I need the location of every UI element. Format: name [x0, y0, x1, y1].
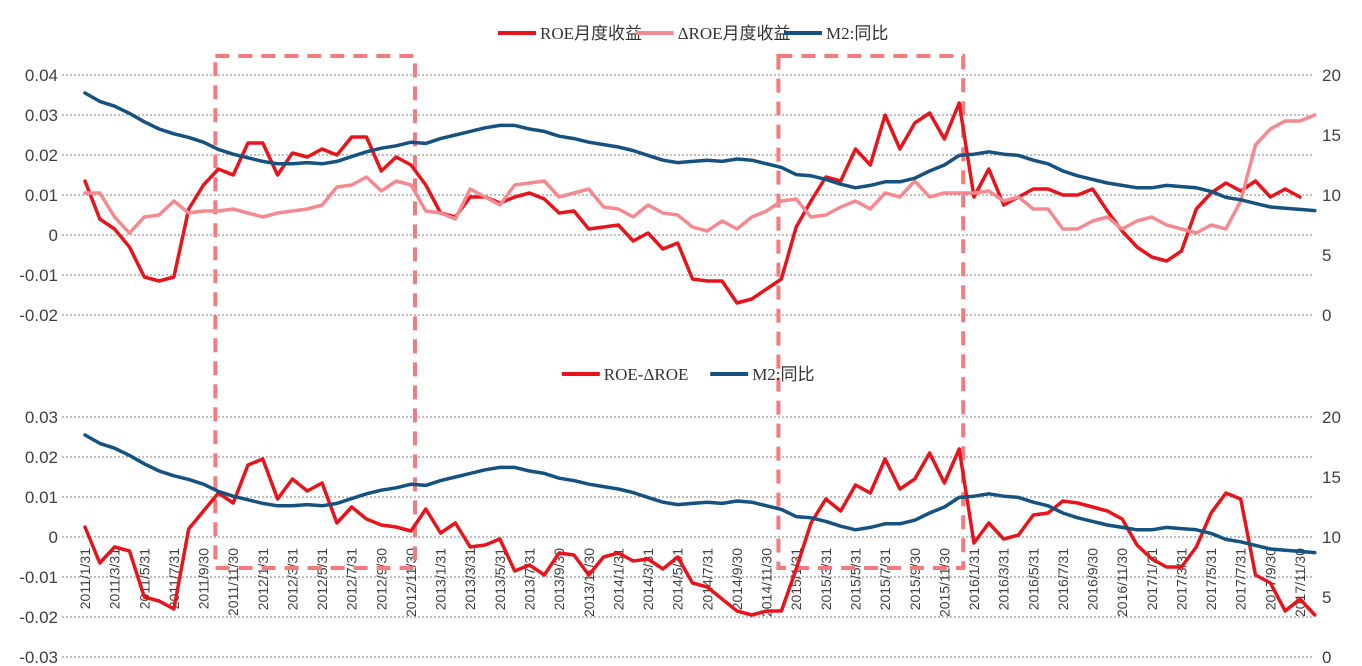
- x-tick-label: 2012/9/30: [373, 548, 389, 610]
- x-tick-label: 2013/1/31: [433, 548, 449, 610]
- x-tick-label: 2012/1/31: [255, 548, 271, 610]
- x-tick-label: 2014/11/30: [759, 548, 775, 617]
- y-right-tick-label: 0: [1322, 648, 1331, 666]
- series-lines: [83, 91, 1317, 617]
- highlight-box: [213, 54, 417, 570]
- legend-label: ROE-ΔROE: [604, 365, 689, 384]
- grid-lines: [62, 74, 1312, 658]
- y-right-tick-label: 15: [1322, 468, 1341, 487]
- y-right-tick-label: 20: [1322, 408, 1341, 427]
- y-right-tick-label: 10: [1322, 528, 1341, 547]
- x-tick-label: 2013/5/31: [492, 548, 508, 610]
- x-tick-label: 2015/3/31: [818, 548, 834, 610]
- series-line-0-0: [83, 101, 1302, 305]
- x-tick-label: 2011/11/30: [225, 548, 241, 616]
- x-tick-label: 2017/9/30: [1262, 548, 1278, 610]
- legend-label: ΔROE月度收益: [678, 24, 791, 43]
- x-tick-label: 2014/3/31: [640, 548, 656, 610]
- x-tick-label: 2011/1/31: [77, 548, 93, 609]
- y-left-tick-label: 0.02: [25, 448, 58, 467]
- x-tick-label: 2012/7/31: [344, 548, 360, 610]
- x-tick-label: 2012/5/31: [314, 548, 330, 610]
- x-tick-label: 2017/7/31: [1233, 548, 1249, 610]
- y-left-tick-label: 0.01: [25, 186, 58, 205]
- x-tick-label: 2016/9/30: [1085, 548, 1101, 610]
- x-tick-label: 2014/1/31: [610, 548, 626, 610]
- x-tick-label: 2015/1/31: [788, 548, 804, 610]
- y-left-tick-label: 0.04: [25, 66, 58, 85]
- series-line-0-1: [83, 113, 1317, 235]
- y-right-tick-label: 20: [1322, 66, 1341, 85]
- x-tick-label: 2017/11/30: [1292, 548, 1308, 617]
- x-tick-label: 2015/11/30: [936, 548, 952, 617]
- x-tick-label: 2017/5/31: [1203, 548, 1219, 610]
- x-tick-label: 2015/5/31: [848, 548, 864, 610]
- x-tick-label: 2016/1/31: [966, 548, 982, 610]
- x-tick-label: 2016/7/31: [1055, 548, 1071, 610]
- y-right-tick-label: 5: [1322, 246, 1331, 265]
- y-left-tick-label: 0.03: [25, 408, 58, 427]
- x-tick-label: 2011/9/30: [196, 548, 212, 609]
- x-tick-label: 2011/5/31: [136, 548, 152, 609]
- x-tick-label: 2015/9/30: [907, 548, 923, 610]
- x-tick-label: 2013/9/30: [551, 548, 567, 610]
- x-tick-label: 2011/3/31: [107, 548, 123, 609]
- y-left-tick-label: 0: [49, 226, 58, 245]
- x-tick-label: 2014/7/31: [699, 548, 715, 610]
- x-tick-label: 2012/11/30: [403, 548, 419, 617]
- x-tick-label: 2013/7/31: [522, 548, 538, 610]
- y-left-tick-label: 0: [49, 528, 58, 547]
- x-tick-label: 2012/3/31: [284, 548, 300, 610]
- x-tick-label: 2016/11/30: [1114, 548, 1130, 617]
- x-tick-label: 2016/3/31: [996, 548, 1012, 610]
- y-right-tick-label: 10: [1322, 186, 1341, 205]
- y-right-tick-label: 15: [1322, 126, 1341, 145]
- legend-label: M2:同比: [826, 24, 888, 43]
- x-tick-label: 2013/11/30: [581, 548, 597, 617]
- legends: ROE月度收益 ΔROE月度收益 M2:同比 ROE-ΔROE M2:同比: [498, 24, 888, 384]
- x-tick-label: 2016/5/31: [1025, 548, 1041, 610]
- highlight-box: [776, 54, 966, 570]
- series-line-0-2: [83, 91, 1317, 213]
- legend-label: M2:同比: [752, 365, 814, 384]
- y-left-tick-label: 0.02: [25, 146, 58, 165]
- y-left-tick-label: 0.03: [25, 106, 58, 125]
- y-left-tick-label: -0.03: [19, 648, 58, 666]
- legend-label: ROE月度收益: [540, 24, 642, 43]
- y-left-tick-label: -0.02: [19, 608, 58, 627]
- axis-labels: 0.04 0.03 0.02 0.01 0 -0.01 -0.02 20 15 10 5 0 0.03 0…: [19, 66, 1341, 666]
- x-tick-label: 2013/3/31: [462, 548, 478, 610]
- y-left-tick-label: -0.01: [19, 266, 58, 285]
- y-left-tick-label: -0.02: [19, 306, 58, 325]
- x-tick-label: 2015/7/31: [877, 548, 893, 610]
- highlight-boxes: [213, 54, 966, 570]
- y-left-tick-label: -0.01: [19, 568, 58, 587]
- y-right-tick-label: 0: [1322, 306, 1331, 325]
- series-line-1-0: [83, 447, 1317, 617]
- series-line-1-1: [83, 433, 1317, 555]
- y-left-tick-label: 0.01: [25, 488, 58, 507]
- x-tick-label: 2014/9/30: [729, 548, 745, 610]
- y-right-tick-label: 5: [1322, 588, 1331, 607]
- x-tick-label: 2017/1/31: [1144, 548, 1160, 610]
